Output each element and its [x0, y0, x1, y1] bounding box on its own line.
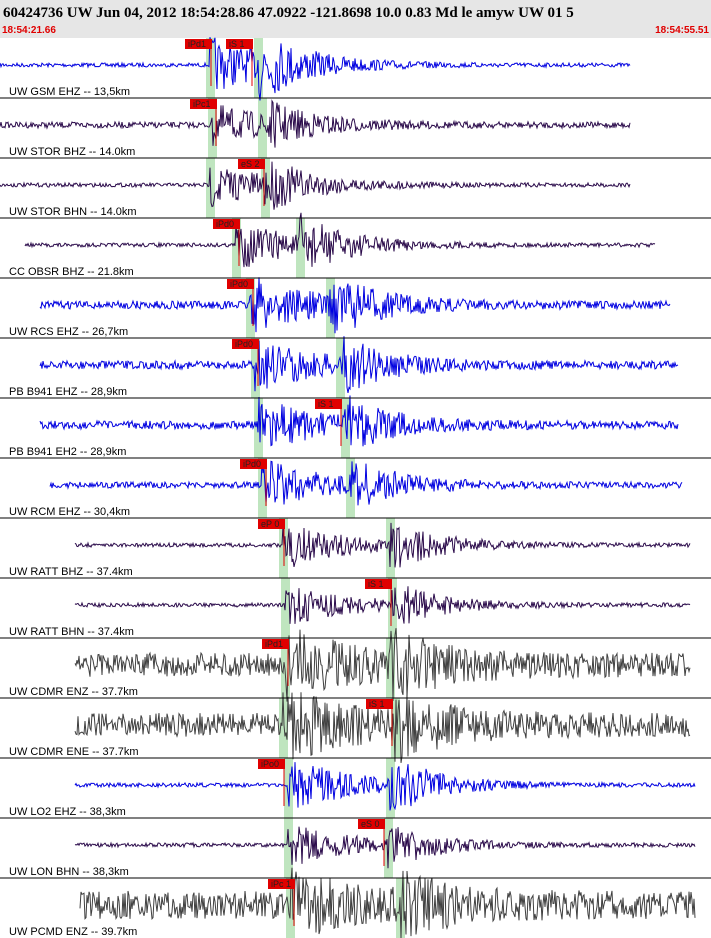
waveform: [39, 395, 679, 447]
header-bg: [0, 0, 711, 38]
s-band: [258, 98, 267, 158]
waveform: [0, 99, 631, 148]
waveform: [74, 628, 691, 702]
pick-box: [185, 39, 212, 49]
waveform: [79, 867, 696, 938]
pick-label: iPd0: [235, 339, 253, 349]
start-time: 18:54:21.66: [2, 25, 56, 36]
trace-label: UW GSM EHZ -- 13,5km: [9, 86, 130, 98]
pick-box: [232, 339, 259, 349]
waveform: [49, 460, 683, 506]
pick-box: [213, 219, 240, 229]
pick-box: [258, 759, 285, 769]
p-band: [232, 218, 241, 278]
p-band: [284, 818, 293, 878]
end-time: 18:54:55.51: [655, 25, 709, 36]
waveform: [24, 212, 656, 268]
p-band: [284, 758, 293, 818]
p-band: [258, 458, 267, 518]
pick-box: [190, 99, 217, 109]
trace-label: PB B941 EH2 -- 28,9km: [9, 446, 126, 458]
trace-label: UW CDMR ENE -- 37.7km: [9, 746, 139, 758]
trace-label: UW LO2 EHZ -- 38,3km: [9, 806, 126, 818]
waveform: [74, 692, 691, 763]
pick-box: [227, 279, 254, 289]
p-band: [279, 698, 288, 758]
trace-label: UW STOR BHN -- 14.0km: [9, 206, 137, 218]
pick-label: iPc 1: [271, 879, 291, 889]
trace-label: UW PCMD ENZ -- 39.7km: [9, 926, 137, 938]
pick-box: [258, 519, 285, 529]
trace-label: UW LON BHN -- 38,3km: [9, 866, 129, 878]
pick-box: [315, 399, 342, 409]
s-band: [296, 218, 305, 278]
pick-label: iS 1: [229, 39, 245, 49]
s-band: [386, 638, 395, 698]
trace-label: PB B941 EHZ -- 28,9km: [9, 386, 127, 398]
pick-label: iPd1: [265, 639, 283, 649]
p-band: [281, 638, 290, 698]
pick-label: iPd0: [243, 459, 261, 469]
waveform: [74, 826, 696, 869]
pick-label: eS 2: [241, 159, 260, 169]
pick-label: iPo0: [261, 759, 279, 769]
waveform: [74, 522, 691, 568]
pick-box: [366, 699, 393, 709]
pick-box: [226, 39, 253, 49]
pick-label: eS 0: [361, 819, 380, 829]
pick-label: iS 1: [369, 699, 385, 709]
pick-label: iS 1: [318, 399, 334, 409]
trace-label: UW RATT BHZ -- 37.4km: [9, 566, 133, 578]
waveform: [39, 336, 679, 393]
s-band: [336, 338, 345, 398]
pick-label: iS 1: [368, 579, 384, 589]
pick-label: eP 0: [261, 519, 279, 529]
s-band: [386, 758, 395, 818]
waveform: [39, 277, 671, 334]
pick-label: iPd0: [216, 219, 234, 229]
p-band: [246, 278, 255, 338]
pick-box: [365, 579, 392, 589]
event-title: 60424736 UW Jun 04, 2012 18:54:28.86 47.…: [3, 5, 574, 21]
trace-label: UW RCM EHZ -- 30,4km: [9, 506, 130, 518]
trace-label: UW RATT BHN -- 37.4km: [9, 626, 134, 638]
trace-label: CC OBSR BHZ -- 21.8km: [9, 266, 134, 278]
pick-box: [238, 159, 265, 169]
pick-box: [358, 819, 385, 829]
pick-box: [268, 879, 295, 889]
pick-label: iPd0: [230, 279, 248, 289]
waveform: [74, 762, 696, 811]
waveform: [0, 161, 631, 210]
pick-label: iPc1: [193, 99, 211, 109]
pick-box: [262, 639, 289, 649]
waveform: [0, 37, 631, 101]
pick-box: [240, 459, 267, 469]
trace-label: UW RCS EHZ -- 26,7km: [9, 326, 128, 338]
waveform: [74, 586, 691, 624]
trace-label: UW STOR BHZ -- 14.0km: [9, 146, 135, 158]
pick-label: iPd1: [188, 39, 206, 49]
trace-label: UW CDMR ENZ -- 37.7km: [9, 686, 138, 698]
